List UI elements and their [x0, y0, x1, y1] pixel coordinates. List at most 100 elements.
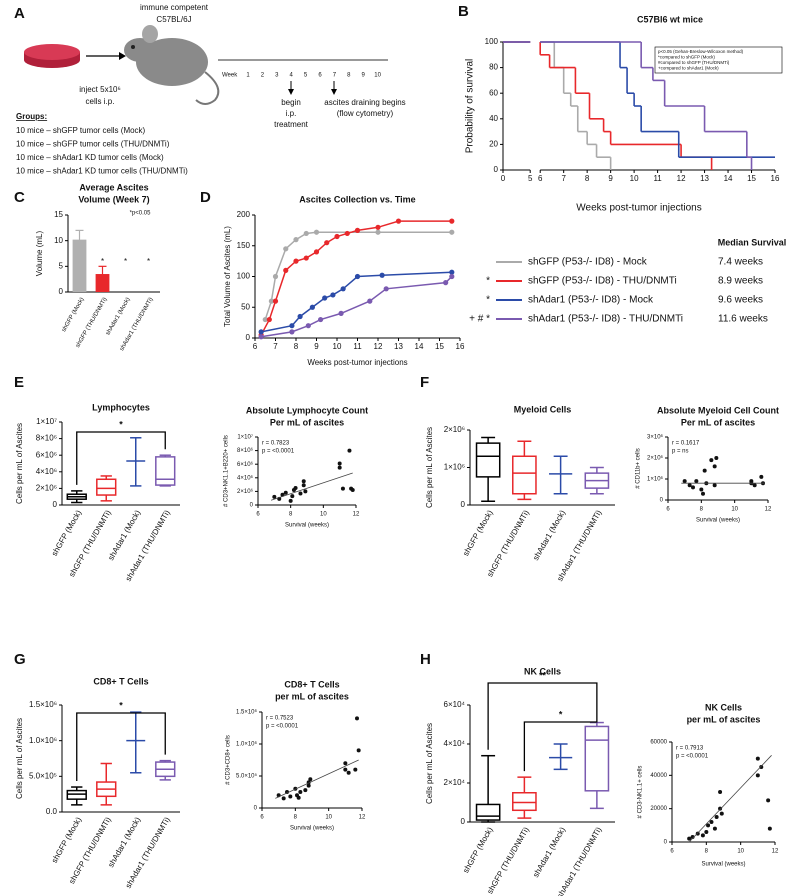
- x-axis-label: Weeks post-tumor injections: [307, 358, 407, 367]
- y-tick-label: 20: [489, 140, 498, 149]
- chart-title: Lymphocytes: [92, 402, 150, 412]
- point: [766, 798, 771, 803]
- x-tick-label: 7: [561, 174, 566, 183]
- annotation: p = <0.0001: [266, 724, 299, 730]
- y-tick-label: 1×10⁷: [237, 434, 253, 441]
- x-tick-label: 8: [289, 512, 293, 518]
- y-tick-label: 50: [241, 302, 250, 311]
- significance-label: **: [539, 670, 547, 680]
- point: [283, 490, 288, 495]
- x-tick-label: 10: [630, 174, 639, 183]
- point: [305, 323, 311, 329]
- point: [714, 456, 719, 460]
- annotation: p = ns: [672, 449, 689, 455]
- arrowhead: [331, 89, 337, 95]
- y-tick-label: 0: [59, 287, 64, 296]
- y-tick-label: 0: [254, 806, 258, 812]
- y-axis-label: # CD3+CD8+ cells: [226, 735, 232, 785]
- y-tick-label: 40000: [650, 773, 667, 779]
- point: [281, 796, 286, 801]
- x-tick-label: 12: [772, 849, 779, 855]
- point: [283, 246, 289, 252]
- chart-title: Average Ascites: [79, 182, 148, 192]
- point: [301, 479, 306, 484]
- median-label: 8.9 weeks: [718, 276, 763, 287]
- point: [324, 240, 330, 246]
- y-axis-label: Cells per mL of Ascites: [425, 723, 434, 804]
- significance-label: *: [147, 257, 150, 266]
- fit-line: [688, 755, 772, 843]
- median-label: 9.6 weeks: [718, 295, 763, 306]
- x-tick-label: 10: [333, 342, 342, 351]
- point: [395, 218, 402, 224]
- point: [258, 334, 264, 340]
- chart-title: per mL of ascites: [275, 691, 349, 701]
- group-label: 10 mice – shAdar1 KD tumor cells (THU/DN…: [16, 167, 188, 176]
- x-tick-label: 6: [666, 507, 670, 513]
- x-tick-label: 8: [294, 815, 298, 821]
- point: [719, 811, 724, 816]
- point: [296, 795, 301, 800]
- point: [337, 461, 342, 466]
- point: [293, 258, 299, 264]
- week-number: 2: [261, 73, 265, 79]
- x-tick-label: 6: [256, 512, 260, 518]
- draining-label: ascites draining begins: [324, 98, 405, 107]
- y-tick-label: 20000: [650, 806, 667, 812]
- y-tick-label: 60: [489, 88, 498, 97]
- x-axis-label: Weeks post-tumor injections: [576, 203, 701, 214]
- annotation: p = <0.0001: [262, 449, 295, 455]
- x-tick-label: 11: [653, 174, 662, 183]
- significance-label: *: [101, 257, 104, 266]
- point: [354, 227, 361, 233]
- point: [340, 286, 346, 292]
- point: [334, 233, 340, 240]
- x-tick-label: 8: [585, 174, 590, 183]
- y-tick-label: 8×10⁶: [237, 447, 254, 454]
- x-tick-label: shAdar1 (Mock): [105, 297, 131, 337]
- series-line: [261, 275, 453, 338]
- chart-title: Ascites Collection vs. Time: [299, 194, 415, 204]
- point: [322, 295, 328, 301]
- group-label: 10 mice – shGFP tumor cells (THU/DNMTi): [16, 140, 170, 149]
- point: [266, 316, 272, 323]
- x-tick-label: shGFP (Mock): [50, 508, 84, 557]
- legend-label: shGFP (P53-/- ID8) - Mock: [528, 257, 648, 268]
- x-tick-label: 6: [538, 174, 543, 183]
- x-tick-label: 6: [260, 815, 264, 821]
- point: [268, 298, 274, 304]
- point: [682, 479, 687, 484]
- point: [303, 788, 308, 793]
- x-tick-label: shGFP (Mock): [50, 815, 84, 864]
- point: [288, 498, 293, 503]
- x-tick-label: 0: [501, 174, 506, 183]
- y-tick-label: 6×10⁶: [237, 461, 254, 468]
- chart-title: C57Bl6 wt mice: [637, 14, 703, 24]
- x-tick-label: 9: [314, 342, 319, 351]
- point: [344, 230, 350, 237]
- point: [350, 488, 355, 493]
- point: [701, 491, 705, 496]
- y-axis-label: Cells per mL of Ascites: [15, 423, 24, 504]
- legend-label: shAdar1 (P53-/- ID8) - Mock: [528, 295, 654, 306]
- x-tick-label: 8: [705, 849, 709, 855]
- week-number: 10: [374, 73, 381, 79]
- point: [309, 304, 315, 310]
- box: [512, 792, 537, 812]
- y-tick-label: 5.0×10⁵: [29, 771, 57, 780]
- annotation: r = 0.1617: [672, 441, 700, 447]
- y-tick-label: 80: [489, 63, 498, 72]
- week-number: 6: [318, 73, 322, 79]
- x-axis-label: Survival (weeks): [290, 826, 334, 832]
- x-tick-label: 12: [677, 174, 686, 183]
- legend-symbol: *: [486, 295, 490, 306]
- point: [695, 831, 700, 836]
- x-tick-label: 14: [415, 342, 424, 351]
- y-tick-label: 2×10⁶: [36, 484, 57, 493]
- y-tick-label: 0: [461, 817, 466, 826]
- x-tick-label: 10: [731, 507, 738, 513]
- y-tick-label: 0: [246, 333, 251, 342]
- point: [340, 486, 345, 491]
- x-tick-label: shAdar1 (Mock): [531, 508, 567, 562]
